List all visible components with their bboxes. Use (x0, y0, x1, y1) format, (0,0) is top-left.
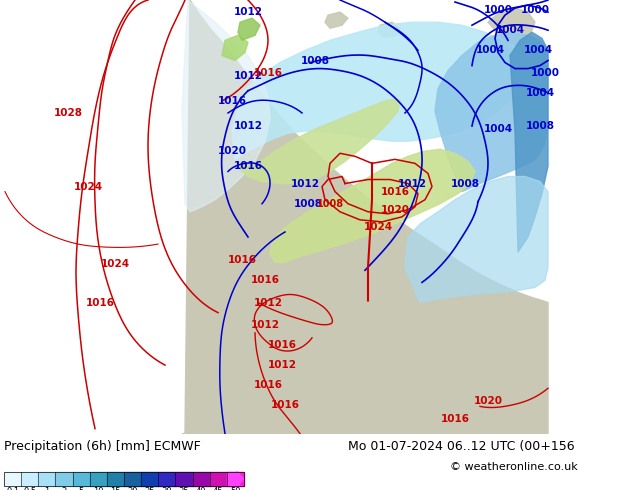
Text: 1016: 1016 (254, 380, 283, 390)
Text: 1004: 1004 (524, 46, 553, 55)
Bar (90, 472, 107, 486)
Polygon shape (222, 35, 248, 60)
Bar (4, 472, 21, 486)
Text: 1028: 1028 (53, 108, 82, 118)
Polygon shape (510, 32, 548, 252)
Text: 1: 1 (44, 487, 49, 490)
Text: 15: 15 (110, 487, 120, 490)
Polygon shape (325, 12, 348, 28)
Polygon shape (182, 0, 270, 212)
Text: Mo 01-07-2024 06..12 UTC (00+156: Mo 01-07-2024 06..12 UTC (00+156 (348, 440, 574, 453)
Text: 1004: 1004 (476, 46, 505, 55)
Text: 40: 40 (196, 487, 207, 490)
Text: 1000: 1000 (521, 5, 550, 15)
Text: 1004: 1004 (484, 124, 512, 134)
Bar (193, 472, 210, 486)
Polygon shape (232, 22, 528, 159)
Text: 1016: 1016 (254, 68, 283, 77)
Text: 2: 2 (61, 487, 67, 490)
Text: 1024: 1024 (74, 182, 103, 192)
Text: 1012: 1012 (268, 360, 297, 370)
Bar (227, 472, 244, 486)
Text: 1016: 1016 (380, 187, 410, 196)
Text: 1016: 1016 (228, 255, 257, 265)
Text: 30: 30 (162, 487, 172, 490)
Text: 25: 25 (145, 487, 155, 490)
Text: 1016: 1016 (268, 340, 297, 350)
Text: 1016: 1016 (217, 96, 247, 106)
Text: 45: 45 (213, 487, 224, 490)
Text: 1008: 1008 (294, 199, 323, 209)
Bar (21, 472, 38, 486)
Bar (38, 472, 55, 486)
Text: 1012: 1012 (254, 297, 283, 308)
Text: 1004: 1004 (495, 25, 524, 35)
Text: 1012: 1012 (233, 71, 262, 81)
Text: 35: 35 (179, 487, 190, 490)
Bar (4, 472, 244, 486)
Text: 0.1: 0.1 (6, 487, 19, 490)
Bar (176, 472, 193, 486)
Polygon shape (182, 0, 548, 434)
Text: 1020: 1020 (380, 205, 410, 215)
Text: 20: 20 (127, 487, 138, 490)
Text: 1024: 1024 (363, 222, 392, 232)
Bar (107, 472, 124, 486)
Text: 1008: 1008 (316, 199, 344, 209)
Polygon shape (240, 99, 400, 184)
Polygon shape (378, 22, 400, 37)
Text: 0.5: 0.5 (23, 487, 36, 490)
Text: 1000: 1000 (531, 68, 559, 77)
Text: 5: 5 (79, 487, 84, 490)
Text: 1012: 1012 (233, 121, 262, 131)
Text: 1020: 1020 (217, 147, 247, 156)
Text: 1016: 1016 (250, 275, 280, 285)
Text: 1020: 1020 (474, 396, 503, 406)
Text: 1000: 1000 (484, 5, 512, 15)
Polygon shape (488, 8, 535, 46)
Bar (124, 472, 141, 486)
Text: 1016: 1016 (86, 297, 115, 308)
Text: 1012: 1012 (233, 7, 262, 17)
Polygon shape (405, 176, 548, 302)
Text: Precipitation (6h) [mm] ECMWF: Precipitation (6h) [mm] ECMWF (4, 440, 201, 453)
Text: 1016: 1016 (441, 414, 470, 423)
Text: 50: 50 (230, 487, 241, 490)
Text: 1004: 1004 (526, 88, 555, 98)
Text: 1008: 1008 (451, 178, 479, 189)
Text: 1016: 1016 (271, 400, 299, 411)
Bar (158, 472, 176, 486)
Text: 1008: 1008 (301, 55, 330, 66)
Bar (141, 472, 158, 486)
Text: © weatheronline.co.uk: © weatheronline.co.uk (450, 462, 578, 472)
Text: 10: 10 (93, 487, 103, 490)
Bar (72, 472, 90, 486)
Bar (55, 472, 72, 486)
Text: 1008: 1008 (526, 121, 555, 131)
Text: 1012: 1012 (290, 178, 320, 189)
Polygon shape (238, 18, 260, 40)
Polygon shape (270, 149, 475, 262)
Bar (227, 472, 239, 486)
Bar (210, 472, 227, 486)
Polygon shape (237, 472, 243, 486)
Text: 1024: 1024 (100, 259, 129, 269)
Text: 1016: 1016 (233, 161, 262, 172)
Text: 1012: 1012 (250, 320, 280, 330)
Text: 1012: 1012 (398, 178, 427, 189)
Polygon shape (435, 32, 548, 192)
